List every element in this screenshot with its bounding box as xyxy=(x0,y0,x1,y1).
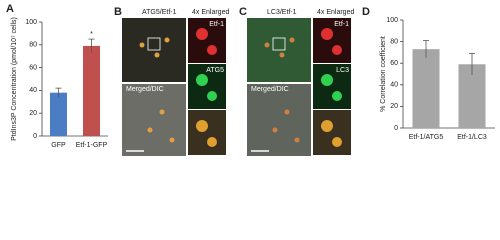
micrograph-dic xyxy=(247,84,311,156)
cell xyxy=(196,74,208,86)
enlarged-tile xyxy=(188,18,226,63)
cell xyxy=(139,42,145,48)
x-tick-label: Etf-1/ATG5 xyxy=(409,134,444,141)
overlay-label: Merged/DIC xyxy=(251,86,289,93)
x-tick-label: Etf-1-GFP xyxy=(76,142,108,149)
cell xyxy=(321,74,333,86)
y-tick-label: 0 xyxy=(33,133,37,140)
y-axis-label: % Correlation coefficient xyxy=(380,36,387,112)
cell xyxy=(196,120,208,132)
figure: A B C D ATG5/Etf-1 4x Enlarged Merged/DIC E… xyxy=(6,3,495,156)
cell xyxy=(289,37,295,43)
cell xyxy=(332,91,342,101)
panel-label: A xyxy=(6,3,14,15)
x-tick-label: GFP xyxy=(51,142,66,149)
cell xyxy=(284,109,290,115)
cell xyxy=(207,45,217,55)
cell xyxy=(264,42,270,48)
enlarged-tile xyxy=(313,110,351,155)
y-tick-label: 80 xyxy=(390,38,398,45)
enlarged-tile xyxy=(313,18,351,63)
y-tick-label: 40 xyxy=(29,87,37,94)
y-axis-label: PtdIns3P Concentration (pmol/10⁷ cells) xyxy=(11,17,18,141)
y-tick-label: 60 xyxy=(390,60,398,67)
enlarged-tile xyxy=(313,64,351,109)
cell xyxy=(279,52,285,58)
bar xyxy=(412,49,440,128)
panel-title: LC3/Etf-1 xyxy=(267,9,297,16)
micrograph-dic xyxy=(122,84,186,156)
panel-label: B xyxy=(114,6,122,18)
cell xyxy=(169,137,175,143)
cell xyxy=(332,137,342,147)
x-tick-label: Etf-1/LC3 xyxy=(457,134,487,141)
channel-label: Etf-1 xyxy=(209,21,224,28)
cell xyxy=(207,91,217,101)
y-tick-label: 80 xyxy=(29,42,37,49)
roi-box xyxy=(147,37,161,51)
enlarged-tile xyxy=(188,64,226,109)
channel-label: LC3 xyxy=(336,67,349,74)
panel-label: C xyxy=(239,6,247,18)
cell xyxy=(207,137,217,147)
y-tick-label: 100 xyxy=(386,17,398,24)
cell xyxy=(332,45,342,55)
bar xyxy=(50,92,67,136)
y-tick-label: 0 xyxy=(394,125,398,132)
overlay-label: Merged/DIC xyxy=(126,86,164,93)
cell xyxy=(294,137,300,143)
y-tick-label: 20 xyxy=(29,110,37,117)
cell xyxy=(272,127,278,133)
cell xyxy=(321,28,333,40)
y-tick-label: 20 xyxy=(390,103,398,110)
channel-label: Etf-1 xyxy=(334,21,349,28)
cell xyxy=(321,120,333,132)
cell xyxy=(159,109,165,115)
bar xyxy=(83,45,100,136)
cell xyxy=(196,28,208,40)
cell xyxy=(154,52,160,58)
y-tick-label: 60 xyxy=(29,64,37,71)
enlarged-tile xyxy=(188,110,226,155)
roi-box xyxy=(272,37,286,51)
panel-title: ATG5/Etf-1 xyxy=(142,9,177,16)
panel-subtitle: 4x Enlarged xyxy=(192,9,229,16)
panel-label: D xyxy=(362,6,370,18)
panel-subtitle: 4x Enlarged xyxy=(317,9,354,16)
cell xyxy=(147,127,153,133)
y-tick-label: 40 xyxy=(390,82,398,89)
cell xyxy=(164,37,170,43)
annotation: * xyxy=(90,31,93,38)
y-tick-label: 100 xyxy=(25,19,37,26)
channel-label: ATG5 xyxy=(206,67,224,74)
